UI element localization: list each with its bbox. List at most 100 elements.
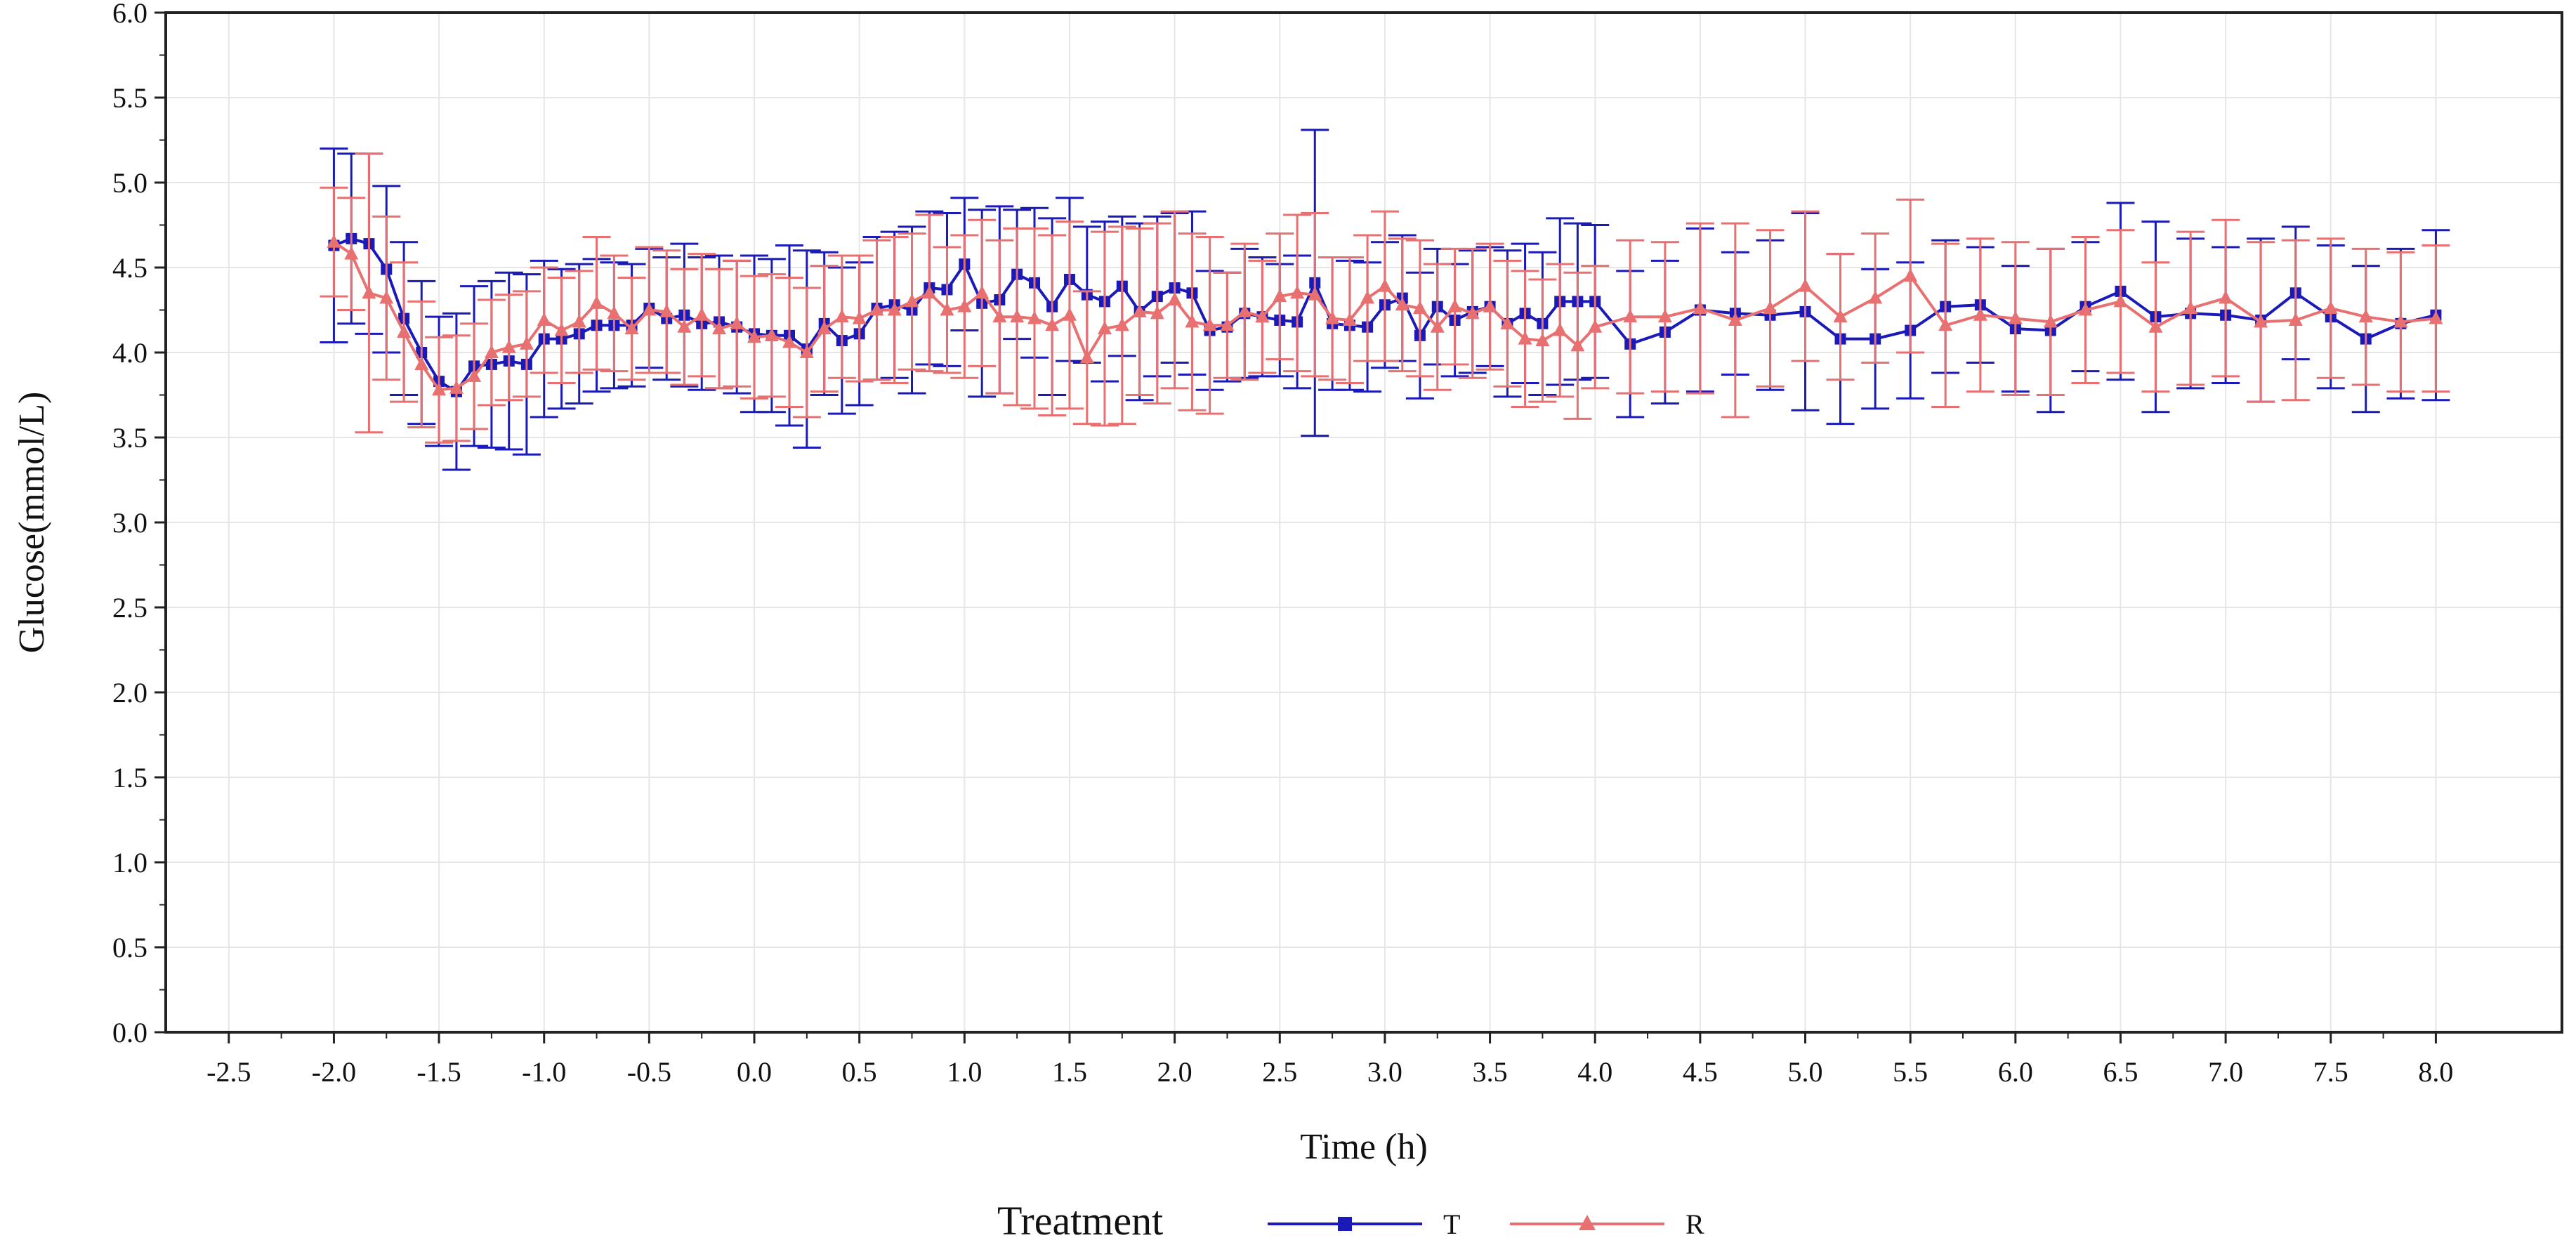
data-point-R — [659, 303, 674, 317]
x-tick-label: 3.5 — [1473, 1056, 1508, 1088]
x-tick-label: 6.5 — [2103, 1056, 2138, 1088]
data-point-R — [922, 285, 937, 299]
y-tick-label: 4.0 — [112, 337, 147, 369]
data-point-R — [2078, 302, 2093, 316]
data-point-R — [589, 295, 604, 309]
data-point-R — [607, 305, 622, 319]
x-tick-label: -1.5 — [416, 1056, 461, 1088]
data-point-R — [1395, 297, 1409, 311]
data-point-R — [1220, 317, 1235, 331]
data-point-R — [501, 339, 516, 353]
legend-swatch-marker-T — [1338, 1217, 1352, 1231]
data-point-R — [1588, 319, 1603, 333]
legend-swatch-marker-R — [1579, 1215, 1596, 1230]
data-point-R — [2393, 314, 2408, 328]
data-point-R — [1325, 310, 1340, 324]
data-point-R — [957, 298, 972, 312]
data-point-R — [782, 334, 797, 348]
data-point-R — [869, 302, 884, 316]
data-point-R — [1903, 268, 1918, 282]
data-point-R — [834, 309, 849, 323]
data-point-R — [2429, 310, 2443, 324]
x-tick-label: 4.5 — [1683, 1056, 1718, 1088]
y-tick-label: 5.5 — [112, 82, 147, 114]
data-point-R — [799, 345, 814, 358]
data-point-R — [677, 319, 692, 333]
x-tick-label: -2.5 — [206, 1056, 251, 1088]
x-tick-label: 8.0 — [2418, 1056, 2453, 1088]
data-point-R — [940, 302, 954, 316]
data-point-R — [1657, 309, 1672, 323]
data-point-R — [1079, 350, 1094, 364]
x-tick-label: 1.5 — [1052, 1056, 1087, 1088]
data-point-R — [1430, 319, 1445, 333]
series-R — [320, 152, 2450, 444]
y-tick-label: 4.5 — [112, 252, 147, 284]
data-point-R — [624, 321, 639, 335]
data-point-R — [1150, 305, 1164, 319]
data-point-R — [1377, 278, 1392, 292]
y-tick-label: 3.0 — [112, 507, 147, 539]
x-tick-label: -2.0 — [312, 1056, 356, 1088]
data-point-R — [2219, 290, 2233, 304]
x-tick-label: 2.5 — [1262, 1056, 1297, 1088]
data-point-R — [1202, 317, 1217, 331]
legend-label-R: R — [1685, 1208, 1704, 1240]
data-point-R — [1237, 303, 1252, 317]
data-point-R — [1553, 322, 1568, 336]
data-point-R — [1290, 285, 1305, 299]
data-point-R — [1255, 309, 1270, 323]
y-tick-label: 5.0 — [112, 167, 147, 199]
data-point-R — [1045, 317, 1060, 331]
y-tick-label: 1.5 — [112, 762, 147, 793]
x-tick-label: -1.0 — [522, 1056, 566, 1088]
x-axis-title: Time (h) — [1300, 1127, 1428, 1167]
data-point-R — [905, 294, 919, 308]
data-point-R — [1167, 291, 1182, 305]
data-point-R — [344, 246, 359, 260]
x-tick-label: 6.0 — [1998, 1056, 2033, 1088]
data-point-R — [449, 380, 464, 394]
legend-title: Treatment — [997, 1198, 1163, 1244]
data-point-R — [397, 324, 412, 338]
data-point-R — [362, 285, 376, 299]
data-point-R — [414, 356, 429, 370]
data-point-R — [379, 290, 394, 304]
data-point-R — [1308, 286, 1322, 301]
data-point-R — [1412, 301, 1427, 315]
data-point-R — [1973, 307, 1987, 321]
legend-label-T: T — [1443, 1208, 1460, 1240]
data-point-R — [2148, 319, 2163, 333]
data-point-R — [2183, 301, 2198, 315]
x-tick-label: 5.5 — [1893, 1056, 1928, 1088]
data-point-R — [1693, 301, 1707, 315]
data-point-R — [1027, 310, 1041, 324]
data-point-R — [1938, 317, 1953, 331]
data-point-R — [1763, 301, 1777, 315]
data-point-R — [519, 336, 534, 350]
data-point-R — [1062, 307, 1077, 321]
data-point-R — [1570, 338, 1585, 352]
data-point-R — [537, 312, 551, 327]
data-point-R — [1273, 289, 1287, 303]
data-point-R — [1728, 312, 1742, 327]
x-tick-label: 7.5 — [2313, 1056, 2348, 1088]
data-point-R — [1010, 309, 1025, 323]
series-layer — [320, 129, 2450, 471]
data-point-R — [1115, 317, 1129, 331]
y-tick-label: 6.0 — [112, 0, 147, 29]
x-tick-label: 1.0 — [947, 1056, 982, 1088]
data-point-R — [1132, 303, 1147, 317]
data-point-R — [1447, 298, 1462, 312]
axes: -2.5 -2.0 -1.5 -1.0 -0.5 0.0 0.5 1.0 1.5 2.0 2.5 3.… — [112, 0, 2453, 1088]
data-point-R — [2254, 314, 2268, 328]
data-point-R — [554, 322, 569, 336]
data-point-R — [1342, 312, 1357, 327]
data-point-R — [1833, 309, 1848, 323]
x-tick-label: 5.0 — [1788, 1056, 1823, 1088]
x-tick-label: 0.5 — [842, 1056, 877, 1088]
data-point-R — [817, 321, 832, 335]
y-axis-title: Glucose(mmol/L) — [12, 392, 52, 654]
